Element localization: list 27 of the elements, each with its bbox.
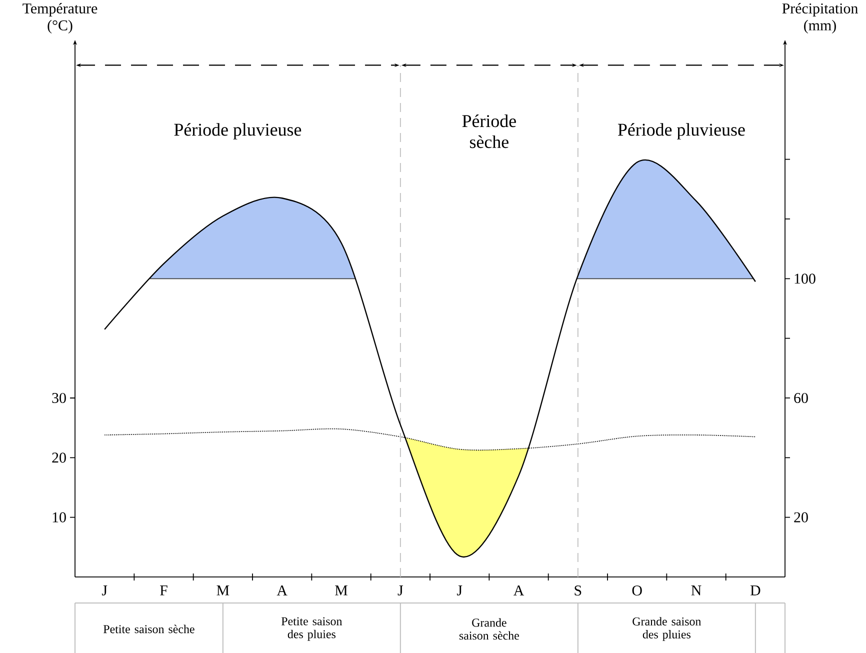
x-tick-label: O (632, 586, 642, 596)
x-tick-label: A (514, 586, 524, 596)
x-tick-label: D (750, 586, 760, 596)
x-tick-label: F (160, 586, 168, 596)
x-tick-label: J (456, 586, 462, 596)
text: Grande saison des pluies (632, 617, 702, 641)
x-tick-label: A (276, 586, 288, 596)
y-tick-label: 20 (52, 452, 66, 463)
y-axis-title: Température (°C) (22, 2, 98, 34)
annotation: Période pluvieuse (618, 123, 745, 140)
x-tick-label: N (691, 586, 702, 596)
annotation: Période pluvieuse (174, 123, 302, 140)
annotation: Période sèche (462, 114, 516, 148)
y-tick-label: 10 (52, 512, 66, 522)
text: Petite saison des pluies (281, 617, 342, 641)
y2-axis-title: Précipitation (mm) (782, 2, 858, 34)
x-tick-label: S (574, 586, 582, 596)
y2-tick-label: 100 (794, 274, 816, 284)
y-tick-label: 30 (52, 392, 66, 404)
x-tick-label: J (102, 586, 108, 596)
text: Petite saison sèche (103, 624, 194, 634)
text: Grande saison sèche (459, 618, 519, 640)
x-tick-label: M (335, 586, 348, 596)
x-tick-label: J (398, 586, 404, 596)
y2-tick-label: 20 (794, 512, 808, 522)
x-tick-label: M (216, 586, 230, 596)
y2-tick-label: 60 (794, 392, 808, 404)
